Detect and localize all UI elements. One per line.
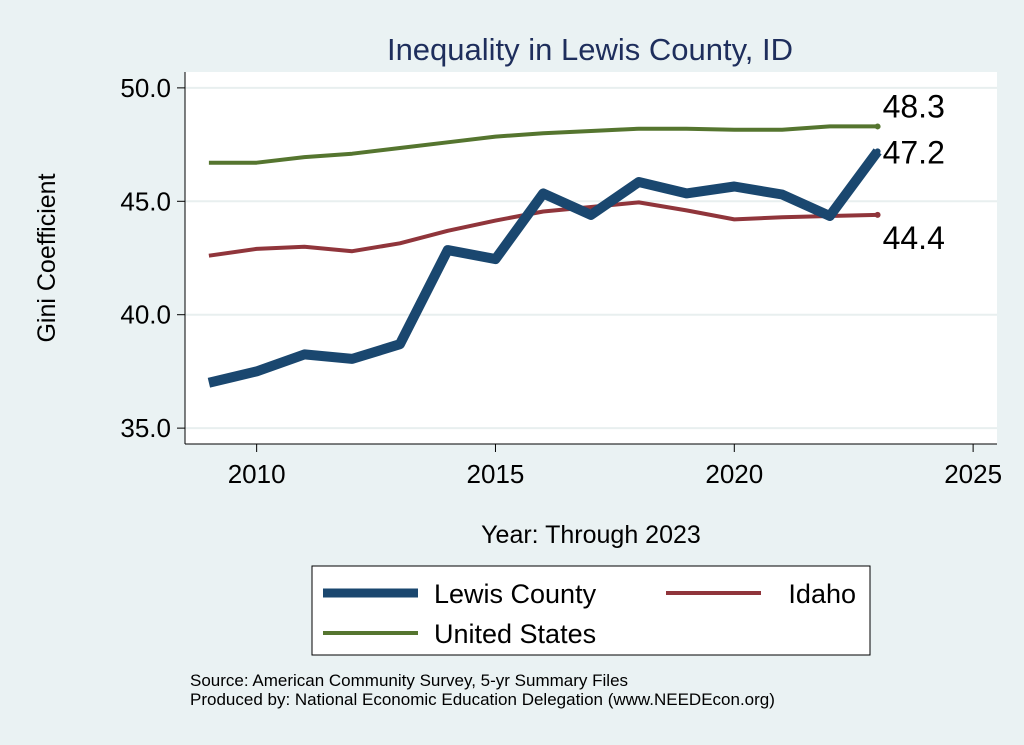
series-end-point-idaho [874, 211, 881, 218]
chart-title: Inequality in Lewis County, ID [387, 32, 793, 67]
y-tick-label: 50.0 [120, 73, 171, 103]
legend-label-idaho: Idaho [788, 579, 856, 609]
plot-area [185, 72, 997, 444]
x-tick-label: 2020 [705, 459, 763, 489]
y-tick-label: 40.0 [120, 300, 171, 330]
end-label-united-states: 48.3 [883, 88, 945, 124]
y-tick-label: 35.0 [120, 413, 171, 443]
legend-item-idaho: Idaho [666, 579, 856, 609]
y-axis-label: Gini Coefficient [33, 173, 61, 342]
chart-footer: Source: American Community Survey, 5-yr … [190, 671, 775, 709]
legend-item-lewis-county: Lewis County [323, 579, 597, 609]
end-label-idaho: 44.4 [883, 220, 945, 256]
x-tick-label: 2010 [228, 459, 286, 489]
grid-lines [185, 86, 997, 430]
legend-item-united-states: United States [323, 619, 596, 649]
legend-label-united-states: United States [434, 619, 596, 649]
legend-label-lewis-county: Lewis County [434, 579, 597, 609]
source-note: Source: American Community Survey, 5-yr … [190, 671, 629, 690]
y-ticks: 35.0 40.0 45.0 50.0 [120, 73, 185, 443]
end-label-lewis-county: 47.2 [883, 134, 945, 170]
y-tick-label: 45.0 [120, 186, 171, 216]
series-end-point-lewis-county [874, 148, 881, 155]
x-tick-label: 2025 [944, 459, 1002, 489]
x-axis-label: Year: Through 2023 [481, 521, 701, 549]
end-labels: 47.2 44.4 48.3 [883, 88, 945, 255]
x-ticks: 2010 2015 2020 2025 [228, 444, 1002, 489]
legend: Lewis County Idaho United States [311, 565, 871, 656]
producer-note: Produced by: National Economic Education… [190, 690, 775, 709]
x-tick-label: 2015 [467, 459, 525, 489]
series-layer [207, 123, 882, 388]
series-line-lewis-county [207, 148, 882, 388]
series-line-idaho [208, 200, 878, 258]
legend-box [311, 565, 871, 656]
series-end-point-united-states [874, 123, 881, 130]
series-line-united-states [208, 124, 878, 165]
